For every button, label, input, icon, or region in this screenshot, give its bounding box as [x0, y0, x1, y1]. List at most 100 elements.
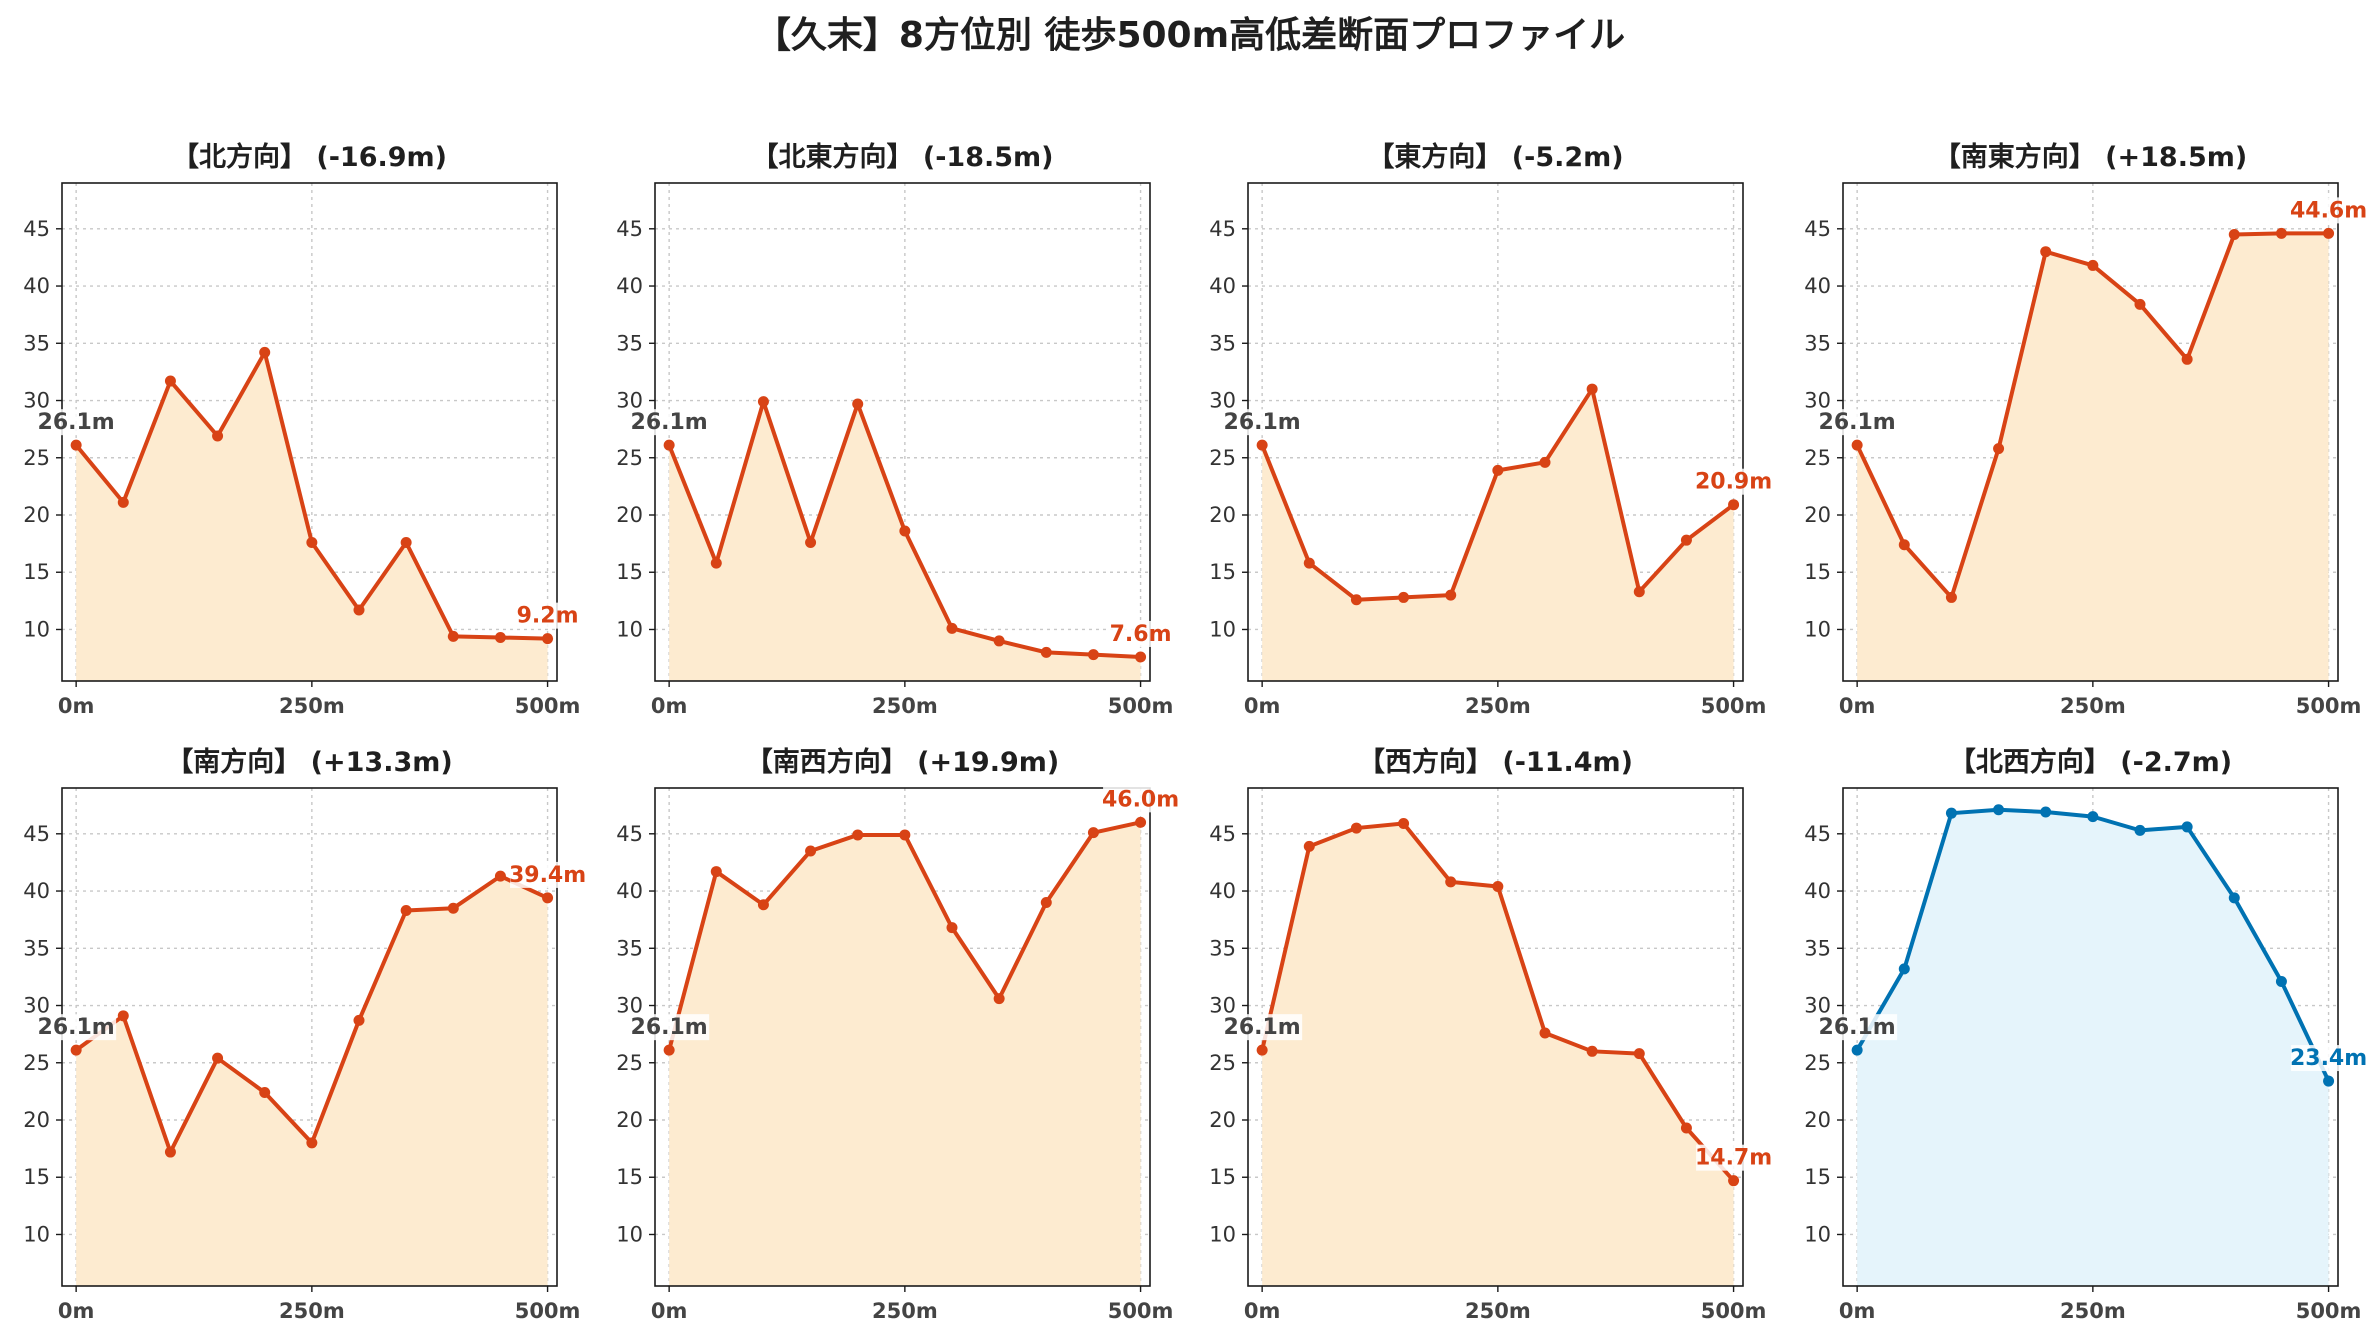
data-point — [1586, 1045, 1598, 1057]
start-label-box — [1817, 1014, 1898, 1041]
y-tick-label: 20 — [616, 1108, 643, 1132]
x-tick-label: 500m — [1108, 1299, 1174, 1323]
x-tick-label: 500m — [515, 1299, 581, 1323]
x-tick-label: 500m — [1701, 1299, 1767, 1323]
start-label-box — [36, 409, 117, 436]
y-tick-label: 15 — [23, 1165, 50, 1189]
data-point — [2228, 892, 2240, 904]
y-tick-label: 20 — [23, 503, 50, 527]
y-tick-label: 15 — [616, 560, 643, 584]
data-point — [1040, 646, 1052, 658]
y-tick-label: 35 — [1209, 331, 1236, 355]
y-tick-label: 20 — [616, 503, 643, 527]
y-tick-label: 25 — [1804, 446, 1831, 470]
panel-title: 【北西方向】 (-2.7m) — [1949, 746, 2232, 778]
data-point — [805, 536, 817, 548]
x-tick-label: 0m — [1244, 694, 1281, 718]
data-point — [1993, 804, 2005, 816]
x-tick-label: 250m — [1465, 1299, 1531, 1323]
y-tick-label: 25 — [616, 1051, 643, 1075]
y-tick-label: 45 — [616, 822, 643, 846]
y-tick-label: 45 — [1209, 217, 1236, 241]
data-point — [1492, 464, 1504, 476]
start-label-box — [36, 1014, 117, 1041]
y-tick-label: 45 — [1804, 217, 1831, 241]
data-point — [117, 1010, 129, 1022]
profile-panel-7: 【西方向】 (-11.4m) 10 15 20 25 30 35 40 45 0m 250m 500m… — [1209, 746, 1772, 1323]
y-tick-label: 25 — [23, 446, 50, 470]
data-point — [1851, 439, 1863, 451]
data-point — [852, 398, 864, 410]
y-tick-label: 30 — [1804, 389, 1831, 413]
end-label: 44.6m — [2290, 198, 2367, 223]
data-point — [2228, 229, 2240, 241]
y-tick-label: 30 — [1209, 994, 1236, 1018]
y-tick-label: 45 — [1804, 822, 1831, 846]
data-point — [1728, 1175, 1740, 1187]
data-point — [2087, 259, 2099, 271]
data-point — [70, 439, 82, 451]
y-tick-label: 20 — [1209, 1108, 1236, 1132]
data-point — [164, 1146, 176, 1158]
x-tick-label: 250m — [2060, 1299, 2126, 1323]
start-label-box — [1222, 1014, 1303, 1041]
y-tick-label: 25 — [616, 446, 643, 470]
data-point — [1087, 649, 1099, 661]
data-point — [805, 845, 817, 857]
end-label: 39.4m — [509, 863, 586, 888]
y-tick-label: 40 — [1209, 274, 1236, 298]
y-tick-label: 20 — [23, 1108, 50, 1132]
start-label: 26.1m — [1819, 1015, 1896, 1040]
x-tick-label: 0m — [1839, 1299, 1876, 1323]
y-tick-label: 30 — [616, 389, 643, 413]
data-point — [1586, 383, 1598, 395]
panel-title: 【東方向】 (-5.2m) — [1367, 141, 1623, 173]
profile-panel-3: 【東方向】 (-5.2m) 10 15 20 25 30 35 40 45 0m 250m 500m 2… — [1209, 141, 1772, 718]
panel-title: 【西方向】 (-11.4m) — [1358, 746, 1633, 778]
data-point — [899, 829, 911, 841]
data-point — [1350, 594, 1362, 606]
data-point — [1851, 1044, 1863, 1056]
x-tick-label: 250m — [2060, 694, 2126, 718]
x-tick-label: 250m — [279, 694, 345, 718]
y-tick-label: 40 — [1804, 274, 1831, 298]
data-point — [353, 604, 365, 616]
y-tick-label: 10 — [616, 617, 643, 641]
end-label-box — [1103, 786, 1179, 813]
data-point — [1398, 591, 1410, 603]
profile-panel-6: 【南西方向】 (+19.9m) 10 15 20 25 30 35 40 45 0m 250m 500… — [616, 746, 1179, 1323]
profile-panel-5: 【南方向】 (+13.3m) 10 15 20 25 30 35 40 45 0m 250m 500m… — [23, 746, 586, 1323]
end-label: 20.9m — [1695, 470, 1772, 495]
data-point — [757, 396, 769, 408]
data-point — [1492, 880, 1504, 892]
data-point — [259, 1087, 271, 1099]
start-label-box — [1817, 409, 1898, 436]
end-label: 9.2m — [517, 604, 579, 629]
x-tick-label: 250m — [279, 1299, 345, 1323]
area-fill — [76, 352, 548, 681]
start-label-box — [1222, 409, 1303, 436]
data-point — [710, 557, 722, 569]
data-point — [542, 633, 554, 645]
data-point — [447, 902, 459, 914]
start-label: 26.1m — [1224, 1015, 1301, 1040]
data-point — [1135, 816, 1147, 828]
y-tick-label: 40 — [23, 274, 50, 298]
data-point — [2040, 806, 2052, 818]
data-point — [259, 346, 271, 358]
y-tick-label: 10 — [1209, 1222, 1236, 1246]
y-tick-label: 15 — [23, 560, 50, 584]
data-point — [212, 1052, 224, 1064]
y-tick-label: 10 — [616, 1222, 643, 1246]
end-label-box — [2291, 197, 2367, 224]
data-point — [306, 536, 318, 548]
data-point — [447, 630, 459, 642]
data-point — [1398, 817, 1410, 829]
y-tick-label: 30 — [1209, 389, 1236, 413]
y-tick-label: 25 — [1209, 1051, 1236, 1075]
x-tick-label: 500m — [1701, 694, 1767, 718]
data-point — [1303, 840, 1315, 852]
area-fill — [1857, 809, 2329, 1286]
y-tick-label: 30 — [23, 994, 50, 1018]
data-point — [400, 904, 412, 916]
